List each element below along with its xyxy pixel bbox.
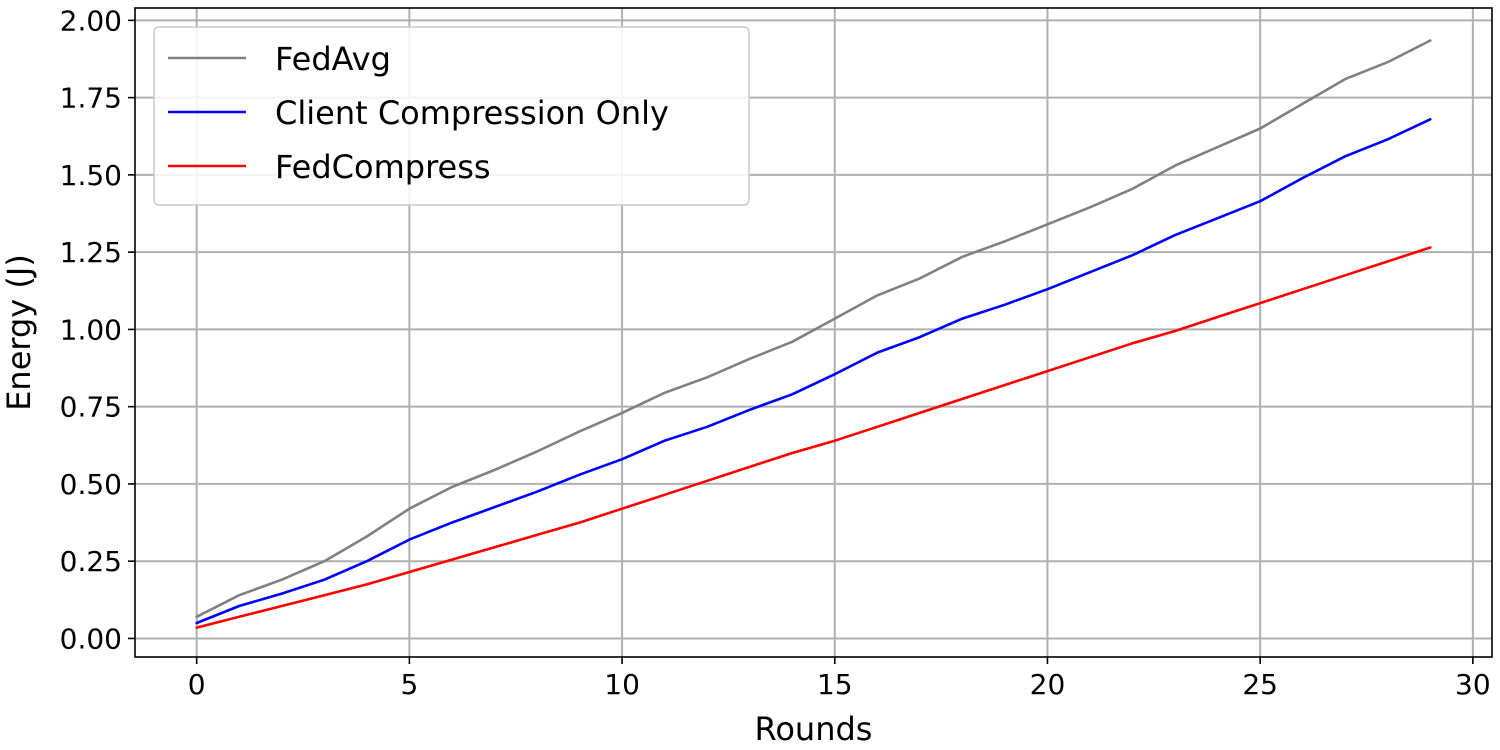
- y-tick-label: 1.75: [60, 82, 122, 115]
- legend-label-0: FedAvg: [275, 40, 391, 78]
- x-axis-label: Rounds: [755, 710, 873, 748]
- y-tick-label: 0.00: [60, 622, 122, 655]
- plot-frame: [134, 7, 1493, 658]
- y-tick-label: 1.00: [60, 313, 122, 346]
- y-tick-label: 0.25: [60, 545, 122, 578]
- legend-label-1: Client Compression Only: [275, 94, 669, 132]
- series-lines: [195, 39, 1432, 629]
- x-tick-label: 20: [1030, 668, 1066, 701]
- legend-box: [153, 26, 750, 206]
- y-tick-label: 0.50: [60, 468, 122, 501]
- x-tick-label: 25: [1242, 668, 1278, 701]
- series-line-0: [195, 39, 1432, 619]
- x-tick-label: 5: [400, 668, 418, 701]
- y-tick-label: 2.00: [60, 4, 122, 37]
- x-tick-label: 10: [604, 668, 640, 701]
- series-line-1: [195, 118, 1432, 625]
- y-axis-ticks: 0.00 0.25 0.50 0.75 1.00 1.25 1.50 1.75 2.00: [60, 4, 135, 655]
- y-tick-label: 1.50: [60, 159, 122, 192]
- x-tick-label: 15: [817, 668, 853, 701]
- legend: FedAvg Client Compression Only FedCompress: [153, 26, 750, 206]
- x-tick-label: 0: [188, 668, 206, 701]
- y-tick-label: 0.75: [60, 391, 122, 424]
- x-axis-ticks: 0 5 10 15 20 25 30: [188, 657, 1491, 701]
- grid: [135, 8, 1492, 657]
- y-tick-label: 1.25: [60, 236, 122, 269]
- y-axis-label: Energy (J): [0, 254, 38, 411]
- series-line-2: [195, 246, 1432, 629]
- x-tick-label: 30: [1455, 668, 1491, 701]
- legend-label-2: FedCompress: [275, 148, 491, 186]
